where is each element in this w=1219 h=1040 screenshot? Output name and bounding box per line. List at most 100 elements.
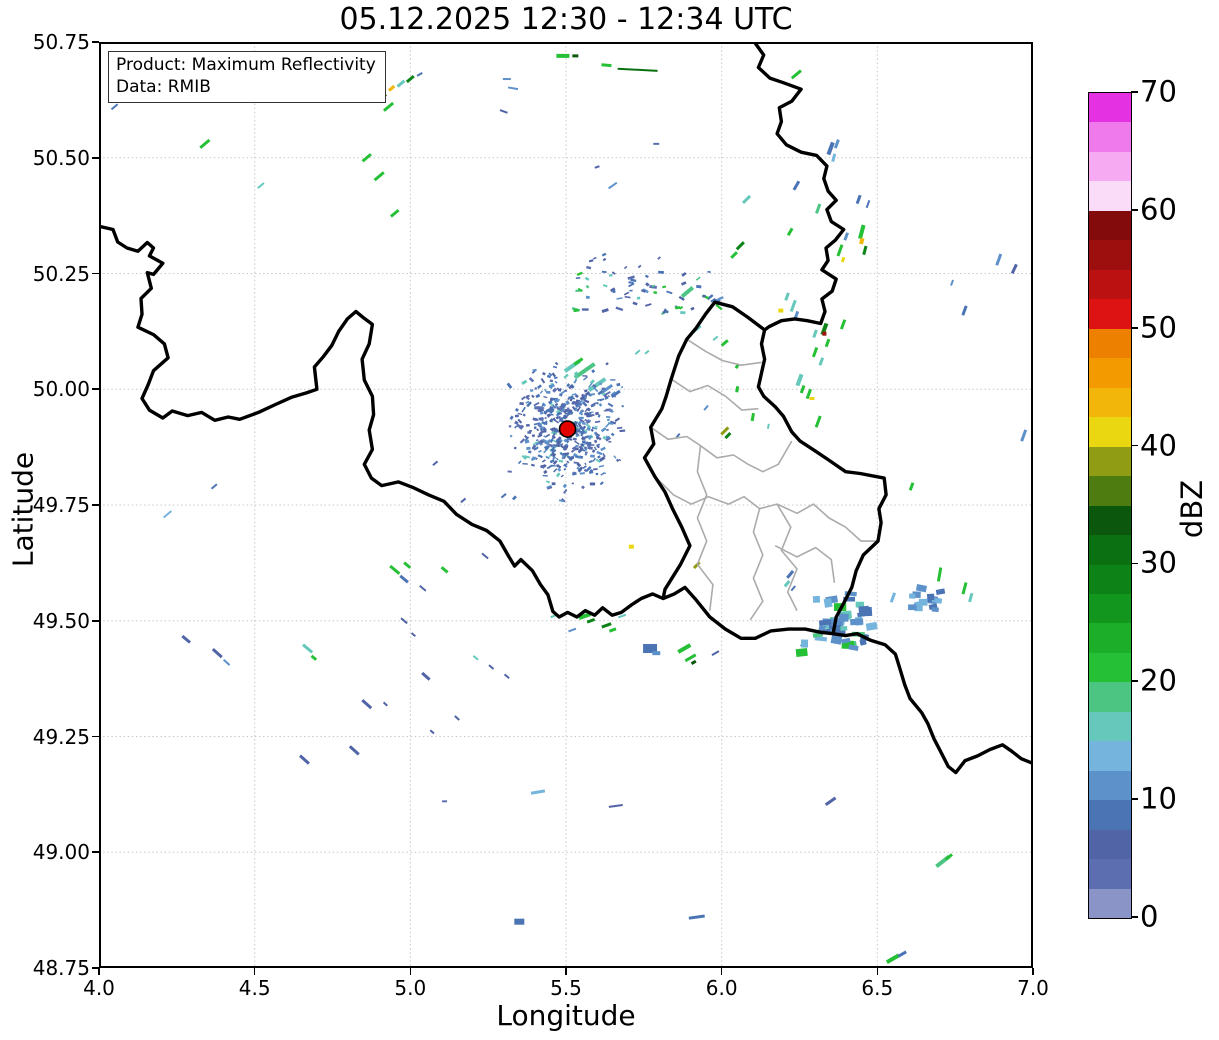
colorbar-tick-label: 50: [1140, 310, 1177, 345]
clutter-speck: [509, 434, 513, 438]
clutter-speck: [533, 446, 539, 451]
clutter-speck: [538, 408, 545, 413]
clutter-speck: [555, 464, 562, 469]
clutter-speck: [587, 419, 592, 422]
band-speck: [628, 281, 634, 284]
clutter-speck: [531, 444, 536, 450]
radar-echo: [211, 648, 223, 659]
clutter-speck: [560, 389, 567, 395]
clutter-speck: [545, 445, 550, 449]
radar-echo: [950, 279, 955, 286]
clutter-speck: [551, 482, 556, 486]
clutter-speck: [528, 377, 535, 383]
radar-echo: [805, 388, 812, 400]
radar-echo: [586, 617, 596, 624]
radar-echo: [653, 142, 660, 145]
clutter-speck: [610, 391, 616, 396]
radar-echo: [786, 227, 794, 237]
clutter-speck: [561, 454, 566, 460]
clutter-speck: [560, 474, 564, 478]
clutter-speck: [581, 436, 585, 441]
colorbar-label: dBZ: [1175, 479, 1209, 539]
radar-echo: [944, 853, 954, 861]
clutter-speck: [563, 373, 569, 379]
band-speck: [592, 256, 597, 260]
clutter-speck: [593, 387, 599, 393]
colorbar-segment: [1089, 93, 1131, 123]
radar-echo: [815, 203, 822, 214]
clutter-speck: [607, 394, 610, 398]
clutter-speck: [516, 423, 522, 428]
clutter-speck: [548, 383, 555, 389]
clutter-speck: [589, 434, 594, 439]
radar-echo: [961, 305, 968, 316]
clutter-speck: [556, 406, 560, 410]
radar-echo: [163, 510, 172, 519]
colorbar-tick-label: 10: [1140, 781, 1177, 816]
radar-echo: [514, 918, 525, 925]
clutter-speck: [619, 429, 626, 433]
colorbar-segment: [1089, 711, 1131, 742]
clutter-speck: [602, 452, 606, 458]
colorbar-tick-label: 20: [1140, 663, 1177, 698]
precip-block: [931, 606, 939, 613]
clutter-speck: [546, 390, 551, 394]
clutter-speck: [591, 449, 596, 453]
clutter-speck: [551, 449, 557, 454]
clutter-speck: [588, 468, 594, 474]
clutter-speck: [604, 396, 609, 400]
clutter-speck: [597, 398, 602, 402]
clutter-speck: [543, 469, 548, 475]
colorbar-segment: [1089, 210, 1131, 241]
precip-block: [795, 648, 808, 657]
clutter-speck: [562, 483, 568, 489]
band-speck: [586, 265, 592, 270]
clutter-speck: [595, 435, 600, 440]
clutter-speck: [555, 438, 560, 443]
colorbar-segment: [1089, 299, 1131, 329]
clutter-speck: [544, 388, 548, 393]
clutter-speck: [584, 462, 587, 466]
band-speck: [601, 308, 609, 313]
clutter-speck: [529, 389, 534, 392]
clutter-speck: [536, 439, 539, 442]
radar-echo: [908, 482, 915, 491]
clutter-speck: [506, 382, 513, 389]
radar-echo: [680, 285, 695, 299]
radar-echo: [488, 664, 495, 670]
clutter-speck: [620, 385, 624, 389]
radar-echo: [711, 650, 720, 657]
clutter-speck: [577, 422, 583, 429]
clutter-speck: [567, 397, 570, 401]
precip-block: [926, 593, 935, 601]
clutter-speck: [559, 407, 564, 411]
radar-echo: [786, 570, 795, 579]
clutter-speck: [554, 380, 558, 384]
radar-echo: [601, 63, 612, 68]
clutter-speck: [542, 474, 548, 477]
clutter-speck: [553, 427, 559, 433]
clutter-speck: [552, 397, 558, 400]
radar-echo: [790, 585, 796, 592]
colorbar-tick-mark: [1131, 916, 1138, 918]
band-speck: [678, 295, 685, 301]
clutter-speck: [542, 438, 549, 443]
band-speck: [695, 276, 701, 281]
band-speck: [616, 297, 623, 300]
clutter-speck: [577, 420, 583, 425]
clutter-speck: [579, 472, 585, 475]
colorbar-segment: [1089, 181, 1131, 211]
clutter-speck: [566, 407, 570, 411]
radar-echo: [310, 654, 318, 661]
clutter-speck: [554, 361, 559, 366]
radar-echo: [692, 561, 701, 570]
clutter-speck: [599, 382, 603, 386]
clutter-speck: [527, 431, 532, 434]
clutter-speck: [579, 418, 585, 423]
clutter-speck: [548, 464, 554, 468]
clutter-speck: [595, 458, 601, 464]
clutter-speck: [621, 405, 624, 408]
band-speck: [636, 296, 641, 300]
colorbar-tick-label: 40: [1140, 428, 1177, 463]
clutter-speck: [601, 387, 606, 391]
